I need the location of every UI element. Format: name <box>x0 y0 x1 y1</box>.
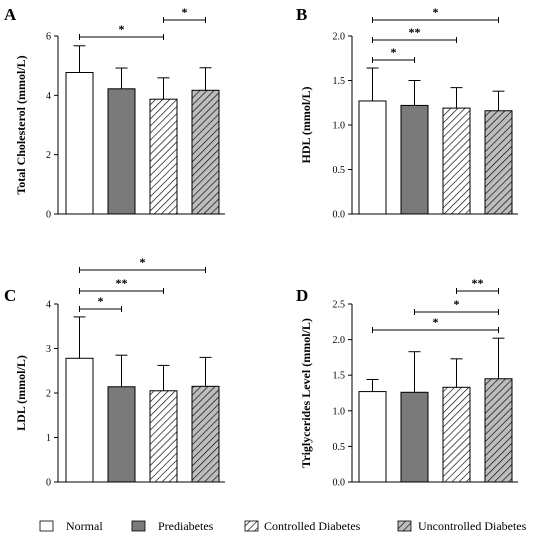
bar-controlled-diabetes <box>442 386 471 483</box>
legend-item-controlled-diabetes: Controlled Diabetes <box>244 519 361 533</box>
y-tick-label-c: 2 <box>46 389 51 400</box>
bar-normal <box>65 71 94 215</box>
y-tick-label-c: 0 <box>46 478 51 489</box>
y-tick-label-d: 1.0 <box>333 406 346 417</box>
ylabel-total-cholesterol: Total Cholesterol (mmol/L) <box>14 55 28 194</box>
legend-label-uncontrolled-diabetes: Uncontrolled Diabetes <box>418 519 527 533</box>
legend-item-normal: Normal <box>39 519 103 533</box>
significance-label-c: * <box>98 294 104 308</box>
bar-normal <box>358 100 387 215</box>
y-tick-label-b: 1.5 <box>333 76 346 87</box>
significance-label-d: ** <box>472 276 484 290</box>
y-tick-label-d: 0.5 <box>333 442 346 453</box>
y-tick-label-d: 1.5 <box>333 371 346 382</box>
bar-prediabetes <box>400 391 429 483</box>
y-tick-label-c: 4 <box>46 300 51 311</box>
panel-letter-b: B <box>296 5 307 24</box>
bar-controlled-diabetes <box>149 390 178 483</box>
bar-prediabetes <box>400 104 429 215</box>
bar-prediabetes <box>107 386 136 483</box>
legend-item-uncontrolled-diabetes: Uncontrolled Diabetes <box>397 519 527 533</box>
y-tick-label-b: 1.0 <box>333 121 346 132</box>
panel-letter-a: A <box>4 5 17 24</box>
legend-label-normal: Normal <box>66 519 103 533</box>
y-tick-label-b: 2.0 <box>333 32 346 43</box>
panel-letter-c: C <box>4 286 16 305</box>
significance-label-b: * <box>391 45 397 59</box>
significance-label-d: * <box>433 315 439 329</box>
significance-label-a: * <box>182 5 188 19</box>
y-tick-label-a: 6 <box>46 32 51 43</box>
significance-label-b: * <box>433 5 439 19</box>
significance-label-a: * <box>119 22 125 36</box>
bar-controlled-diabetes <box>442 107 471 215</box>
bar-normal <box>358 391 387 483</box>
ylabel-hdl: HDL (mmol/L) <box>299 86 313 163</box>
legend-item-prediabetes: Prediabetes <box>131 519 214 533</box>
significance-label-b: ** <box>409 25 421 39</box>
y-tick-label-b: 0.5 <box>333 165 346 176</box>
bar-uncontrolled-diabetes <box>484 110 513 215</box>
legend-swatch-normal <box>39 520 54 532</box>
legend: Normal Prediabetes Controlled Diabetes U… <box>39 519 527 533</box>
panel-a: A Total Cholesterol (mmol/L) 0 2 4 6 * * <box>4 5 225 221</box>
y-tick-label-a: 4 <box>46 91 51 102</box>
ylabel-triglycerides: Triglycerides Level (mmol/L) <box>299 318 313 468</box>
panel-letter-d: D <box>296 286 308 305</box>
significance-label-c: ** <box>116 276 128 290</box>
y-tick-label-c: 3 <box>46 344 51 355</box>
bar-normal <box>65 357 94 483</box>
legend-swatch-controlled-diabetes <box>244 520 259 532</box>
legend-label-controlled-diabetes: Controlled Diabetes <box>264 519 361 533</box>
y-tick-label-a: 2 <box>46 150 51 161</box>
bar-controlled-diabetes <box>149 98 178 215</box>
panel-d: D Triglycerides Level (mmol/L) 0.0 0.5 1.0… <box>296 276 518 489</box>
y-tick-label-d: 2.0 <box>333 335 346 346</box>
legend-swatch-uncontrolled-diabetes <box>397 520 412 532</box>
y-tick-label-c: 1 <box>46 433 51 444</box>
panel-b: B HDL (mmol/L) 0.00.51.01.52.0**** <box>296 5 518 221</box>
legend-label-prediabetes: Prediabetes <box>158 519 214 533</box>
significance-label-c: * <box>140 255 146 269</box>
bar-prediabetes <box>107 88 136 215</box>
y-tick-label-d: 0.0 <box>333 478 346 489</box>
bar-uncontrolled-diabetes <box>484 378 513 483</box>
y-tick-label-a: 0 <box>46 210 51 221</box>
bar-uncontrolled-diabetes <box>191 89 220 215</box>
y-tick-label-d: 2.5 <box>333 300 346 311</box>
ylabel-ldl: LDL (mmol/L) <box>14 355 28 431</box>
legend-swatch-prediabetes <box>131 520 146 532</box>
bar-uncontrolled-diabetes <box>191 385 220 483</box>
significance-label-d: * <box>454 297 460 311</box>
y-tick-label-b: 0.0 <box>333 210 346 221</box>
